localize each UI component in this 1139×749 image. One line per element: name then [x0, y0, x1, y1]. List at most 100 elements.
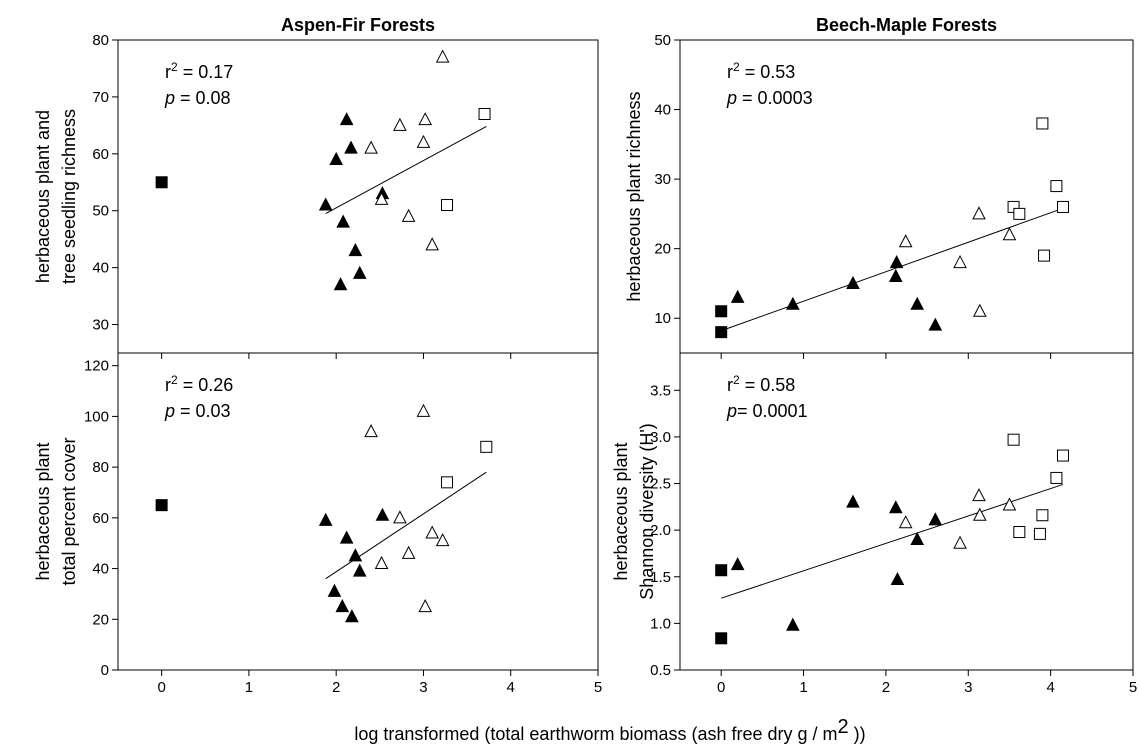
panel-1-filled-triangle-point: [348, 242, 363, 257]
panel-4-y-tick-label: 1.0: [650, 615, 671, 632]
panel-4-y-tick-label: 2.0: [650, 522, 671, 539]
panel-2-open-square-point: [1013, 207, 1026, 220]
panel-4-open-square-point: [1033, 527, 1046, 540]
panel-1-open-triangle-point: [435, 49, 450, 63]
panel-2-filled-triangle-point: [910, 296, 925, 310]
panel-1-y-tick-label: 60: [92, 146, 109, 163]
panel-1-y-axis-label: tree seedling richness: [59, 109, 79, 284]
panel-4-x-tick-label: 1: [799, 679, 807, 696]
panel-3-y-axis-label: herbaceous plant: [33, 442, 53, 580]
panel-2-open-triangle-point: [953, 254, 967, 269]
panel-4-filled-triangle-point: [786, 617, 800, 631]
panel-1-p-value: p = 0.08: [164, 88, 231, 108]
panel-3-p-value: p = 0.03: [164, 401, 231, 421]
panel-4-open-square-point: [1056, 449, 1069, 462]
panel-2-filled-square-point: [715, 326, 728, 339]
panel-3-regression-line: [325, 471, 487, 580]
panel-4-y-tick-label: 2.5: [650, 476, 671, 493]
panel-4-open-triangle-point: [1002, 497, 1017, 511]
panel-1-filled-triangle-point: [329, 151, 344, 166]
panel-3-open-triangle-point: [393, 510, 407, 524]
panel-4-y-tick-label: 3.0: [650, 429, 671, 446]
panel-2-p-value: p = 0.0003: [726, 88, 813, 108]
panel-4-x-tick-label: 2: [882, 679, 890, 696]
panel-3-y-tick-label: 80: [92, 459, 109, 476]
panel-4-open-square-point: [1007, 433, 1020, 446]
panel-3-filled-triangle-point: [345, 609, 359, 623]
panel-2-open-triangle-point: [972, 206, 986, 220]
panel-2-frame: [679, 39, 1134, 354]
panel-1-y-tick-label: 30: [92, 317, 109, 334]
panel-2-filled-square-point: [715, 305, 728, 318]
panel-4-filled-square-point: [715, 632, 728, 645]
panel-1-y-tick-label: 80: [92, 32, 109, 49]
panel-4-y-tick-label: 3.5: [650, 382, 671, 399]
panel-2-open-square-point: [1056, 200, 1069, 213]
panel-3-open-triangle-point: [374, 555, 389, 569]
panel-2-y-tick-label: 10: [654, 310, 671, 327]
panel-2-y-tick-label: 50: [654, 32, 671, 49]
panel-1-open-triangle-point: [425, 237, 440, 251]
panel-1-filled-triangle-point: [333, 277, 348, 291]
panel-3-filled-triangle-point: [339, 530, 354, 544]
panel-3-y-axis-label: total percent cover: [59, 437, 79, 585]
panel-2-filled-triangle-point: [928, 317, 943, 331]
panel-2-r-squared: r2 = 0.53: [727, 60, 795, 82]
panel-4-x-tick-label: 5: [1129, 679, 1137, 696]
panel-1-y-tick-label: 40: [92, 260, 109, 277]
panel-3-y-tick-label: 40: [92, 561, 109, 578]
panel-1-open-triangle-point: [416, 134, 431, 148]
panel-3-filled-triangle-point: [348, 548, 363, 562]
panel-4-y-axis-label: Shannon diversity (H'): [637, 423, 657, 600]
panel-2-filled-triangle-point: [888, 268, 903, 282]
panel-4-filled-triangle-point: [846, 494, 860, 508]
panel-3-open-triangle-point: [418, 599, 433, 613]
panel-4-filled-triangle-point: [890, 571, 905, 586]
panel-2-open-square-point: [1050, 180, 1063, 193]
panel-4-x-tick-label: 0: [717, 679, 725, 696]
panel-1-open-square-point: [478, 107, 491, 120]
panel-4-y-tick-label: 1.5: [650, 569, 671, 586]
panel-2-y-tick-label: 40: [654, 102, 671, 119]
panel-3-filled-triangle-point: [327, 583, 342, 597]
panel-4-r-squared: r2 = 0.58: [727, 373, 795, 395]
panel-2-open-triangle-point: [1002, 227, 1017, 241]
panel-3-x-tick-label: 2: [332, 679, 340, 696]
panel-4-y-tick-label: 0.5: [650, 662, 671, 679]
panel-4-open-square-point: [1013, 526, 1026, 539]
panel-3-x-tick-label: 0: [157, 679, 165, 696]
panel-1-title: Aspen-Fir Forests: [281, 15, 435, 35]
panel-3-open-square-point: [441, 476, 454, 489]
panel-3-x-tick-label: 5: [594, 679, 602, 696]
panel-3-open-triangle-point: [416, 403, 431, 417]
panel-4-regression-line: [721, 483, 1064, 599]
panel-2-open-triangle-point: [898, 234, 913, 248]
panel-4-p-value: p= 0.0001: [726, 401, 808, 421]
panel-4-filled-triangle-point: [910, 531, 925, 545]
panel-4-x-tick-label: 4: [1046, 679, 1054, 696]
panel-1-filled-triangle-point: [352, 265, 367, 279]
panel-1-open-triangle-point: [374, 191, 389, 205]
panel-3-y-tick-label: 60: [92, 510, 109, 527]
panel-4-filled-triangle-point: [888, 500, 903, 514]
panel-2-open-square-point: [1036, 117, 1049, 130]
panel-2-regression-line: [721, 207, 1064, 332]
panel-4-filled-triangle-point: [730, 557, 745, 571]
panel-1-r-squared: r2 = 0.17: [165, 60, 233, 82]
panel-3-open-triangle-point: [401, 545, 416, 559]
panel-3-filled-triangle-point: [318, 512, 333, 526]
panel-2-filled-triangle-point: [730, 289, 745, 303]
panel-1-filled-square-point: [155, 176, 168, 189]
panel-2-y-axis-label: herbaceous plant richness: [624, 91, 644, 301]
panel-4-open-triangle-point: [898, 515, 913, 529]
panel-1-open-triangle-point: [401, 208, 416, 222]
panel-1-open-triangle-point: [418, 112, 433, 126]
panel-2-y-tick-label: 30: [654, 171, 671, 188]
panel-4-x-tick-label: 3: [964, 679, 972, 696]
panel-3-filled-square-point: [155, 499, 168, 512]
panel-1-filled-triangle-point: [339, 112, 354, 126]
panel-4-filled-triangle-point: [928, 512, 943, 526]
panel-3-r-squared: r2 = 0.26: [165, 373, 233, 395]
panel-4-open-square-point: [1050, 471, 1063, 484]
